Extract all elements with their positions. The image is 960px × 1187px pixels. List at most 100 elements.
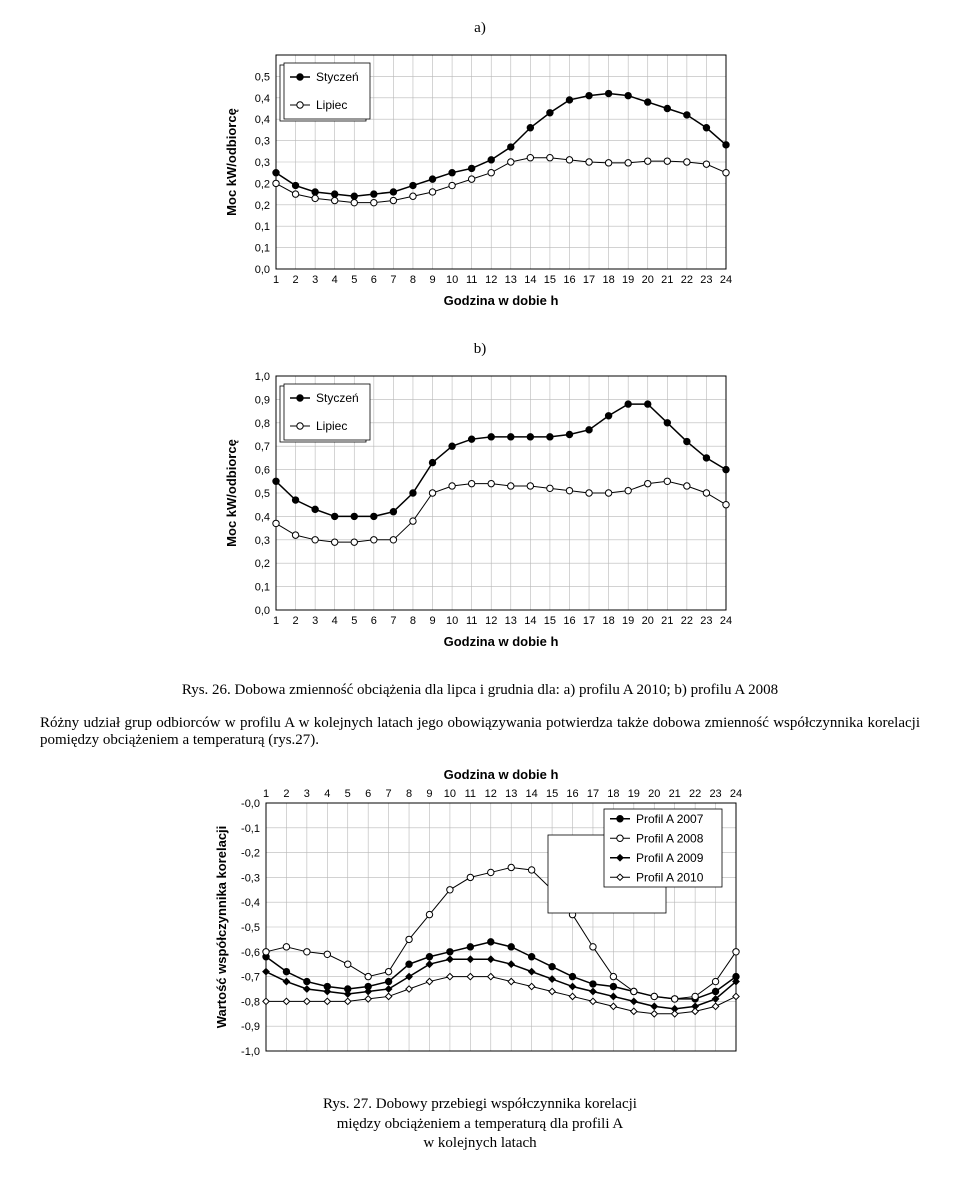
svg-text:-0,1: -0,1 <box>241 823 260 835</box>
svg-text:11: 11 <box>466 274 477 286</box>
svg-text:Lipiec: Lipiec <box>316 98 347 112</box>
svg-text:15: 15 <box>544 615 556 627</box>
svg-text:Moc kW/odbiorcę: Moc kW/odbiorcę <box>224 439 239 547</box>
svg-text:0,4: 0,4 <box>255 511 270 523</box>
svg-text:0,1: 0,1 <box>255 221 270 233</box>
svg-text:14: 14 <box>526 788 538 800</box>
svg-text:14: 14 <box>524 274 536 286</box>
svg-text:5: 5 <box>351 274 357 286</box>
svg-text:0,0: 0,0 <box>255 264 270 276</box>
body-paragraph: Różny udział grup odbiorców w profilu A … <box>40 715 920 749</box>
svg-text:Godzina w dobie h: Godzina w dobie h <box>444 634 559 649</box>
svg-text:1: 1 <box>273 615 279 627</box>
panel-b-label: b) <box>40 341 920 358</box>
svg-text:21: 21 <box>661 615 673 627</box>
svg-text:1: 1 <box>263 788 269 800</box>
svg-text:22: 22 <box>689 788 701 800</box>
svg-text:8: 8 <box>410 615 416 627</box>
svg-text:5: 5 <box>345 788 351 800</box>
svg-text:-1,0: -1,0 <box>241 1046 260 1058</box>
svg-text:12: 12 <box>485 274 497 286</box>
svg-text:-0,5: -0,5 <box>241 922 260 934</box>
svg-text:22: 22 <box>681 274 693 286</box>
svg-text:Styczeń: Styczeń <box>316 391 359 405</box>
svg-text:-0,4: -0,4 <box>241 897 260 909</box>
chart-a: a) 1234567891011121314151617181920212223… <box>40 20 920 311</box>
panel-a-label: a) <box>40 20 920 37</box>
caption2-l1: Rys. 27. Dobowy przebiegi współczynnika … <box>323 1096 637 1112</box>
svg-text:7: 7 <box>390 274 396 286</box>
svg-text:8: 8 <box>406 788 412 800</box>
svg-text:0,2: 0,2 <box>255 558 270 570</box>
chart-c-svg: 123456789101112131415161718192021222324-… <box>210 765 750 1065</box>
svg-text:2: 2 <box>283 788 289 800</box>
svg-text:19: 19 <box>622 274 634 286</box>
svg-text:18: 18 <box>602 274 614 286</box>
svg-text:0,5: 0,5 <box>255 488 270 500</box>
svg-text:5: 5 <box>351 615 357 627</box>
svg-text:3: 3 <box>312 274 318 286</box>
svg-text:24: 24 <box>730 788 742 800</box>
svg-text:16: 16 <box>566 788 578 800</box>
svg-text:20: 20 <box>642 615 654 627</box>
svg-text:15: 15 <box>546 788 558 800</box>
svg-text:6: 6 <box>365 788 371 800</box>
svg-text:2: 2 <box>293 274 299 286</box>
svg-text:4: 4 <box>324 788 330 800</box>
svg-text:0,1: 0,1 <box>255 582 270 594</box>
chart-b: b) 1234567891011121314151617181920212223… <box>40 341 920 652</box>
svg-text:-0,9: -0,9 <box>241 1021 260 1033</box>
svg-text:9: 9 <box>429 615 435 627</box>
svg-text:15: 15 <box>544 274 556 286</box>
svg-text:11: 11 <box>466 615 477 627</box>
caption2-l3: w kolejnych latach <box>423 1135 536 1151</box>
figure-26-caption: Rys. 26. Dobowa zmienność obciążenia dla… <box>40 682 920 699</box>
svg-text:21: 21 <box>669 788 681 800</box>
svg-text:0,2: 0,2 <box>255 178 270 190</box>
svg-text:-0,3: -0,3 <box>241 872 260 884</box>
svg-text:23: 23 <box>709 788 721 800</box>
svg-text:13: 13 <box>505 274 517 286</box>
svg-text:7: 7 <box>386 788 392 800</box>
svg-text:1: 1 <box>273 274 279 286</box>
svg-text:17: 17 <box>583 274 595 286</box>
svg-text:9: 9 <box>429 274 435 286</box>
svg-text:0,2: 0,2 <box>255 200 270 212</box>
chart-b-svg: 1234567891011121314151617181920212223240… <box>220 362 740 652</box>
svg-text:0,8: 0,8 <box>255 418 270 430</box>
svg-text:23: 23 <box>700 274 712 286</box>
svg-text:10: 10 <box>446 615 458 627</box>
svg-text:11: 11 <box>465 788 476 800</box>
svg-text:0,0: 0,0 <box>255 605 270 617</box>
svg-text:18: 18 <box>602 615 614 627</box>
svg-text:Profil A 2008: Profil A 2008 <box>636 831 704 845</box>
svg-text:-0,0: -0,0 <box>241 798 260 810</box>
svg-text:19: 19 <box>628 788 640 800</box>
svg-text:17: 17 <box>587 788 599 800</box>
svg-text:8: 8 <box>410 274 416 286</box>
svg-text:Lipiec: Lipiec <box>316 419 347 433</box>
svg-text:Profil A 2009: Profil A 2009 <box>636 851 704 865</box>
svg-text:21: 21 <box>661 274 673 286</box>
svg-text:22: 22 <box>681 615 693 627</box>
svg-text:Styczeń: Styczeń <box>316 70 359 84</box>
svg-text:7: 7 <box>390 615 396 627</box>
svg-text:3: 3 <box>304 788 310 800</box>
svg-text:0,9: 0,9 <box>255 394 270 406</box>
svg-text:10: 10 <box>446 274 458 286</box>
svg-text:Profil A 2010: Profil A 2010 <box>636 870 704 884</box>
svg-text:20: 20 <box>648 788 660 800</box>
svg-text:-0,7: -0,7 <box>241 972 260 984</box>
svg-text:0,5: 0,5 <box>255 71 270 83</box>
svg-text:9: 9 <box>426 788 432 800</box>
figure-27-caption: Rys. 27. Dobowy przebiegi współczynnika … <box>40 1095 920 1154</box>
svg-text:4: 4 <box>332 274 338 286</box>
svg-text:6: 6 <box>371 615 377 627</box>
svg-text:12: 12 <box>485 788 497 800</box>
svg-text:0,3: 0,3 <box>255 136 270 148</box>
svg-text:6: 6 <box>371 274 377 286</box>
svg-text:10: 10 <box>444 788 456 800</box>
svg-text:16: 16 <box>563 615 575 627</box>
svg-text:17: 17 <box>583 615 595 627</box>
svg-text:0,7: 0,7 <box>255 441 270 453</box>
